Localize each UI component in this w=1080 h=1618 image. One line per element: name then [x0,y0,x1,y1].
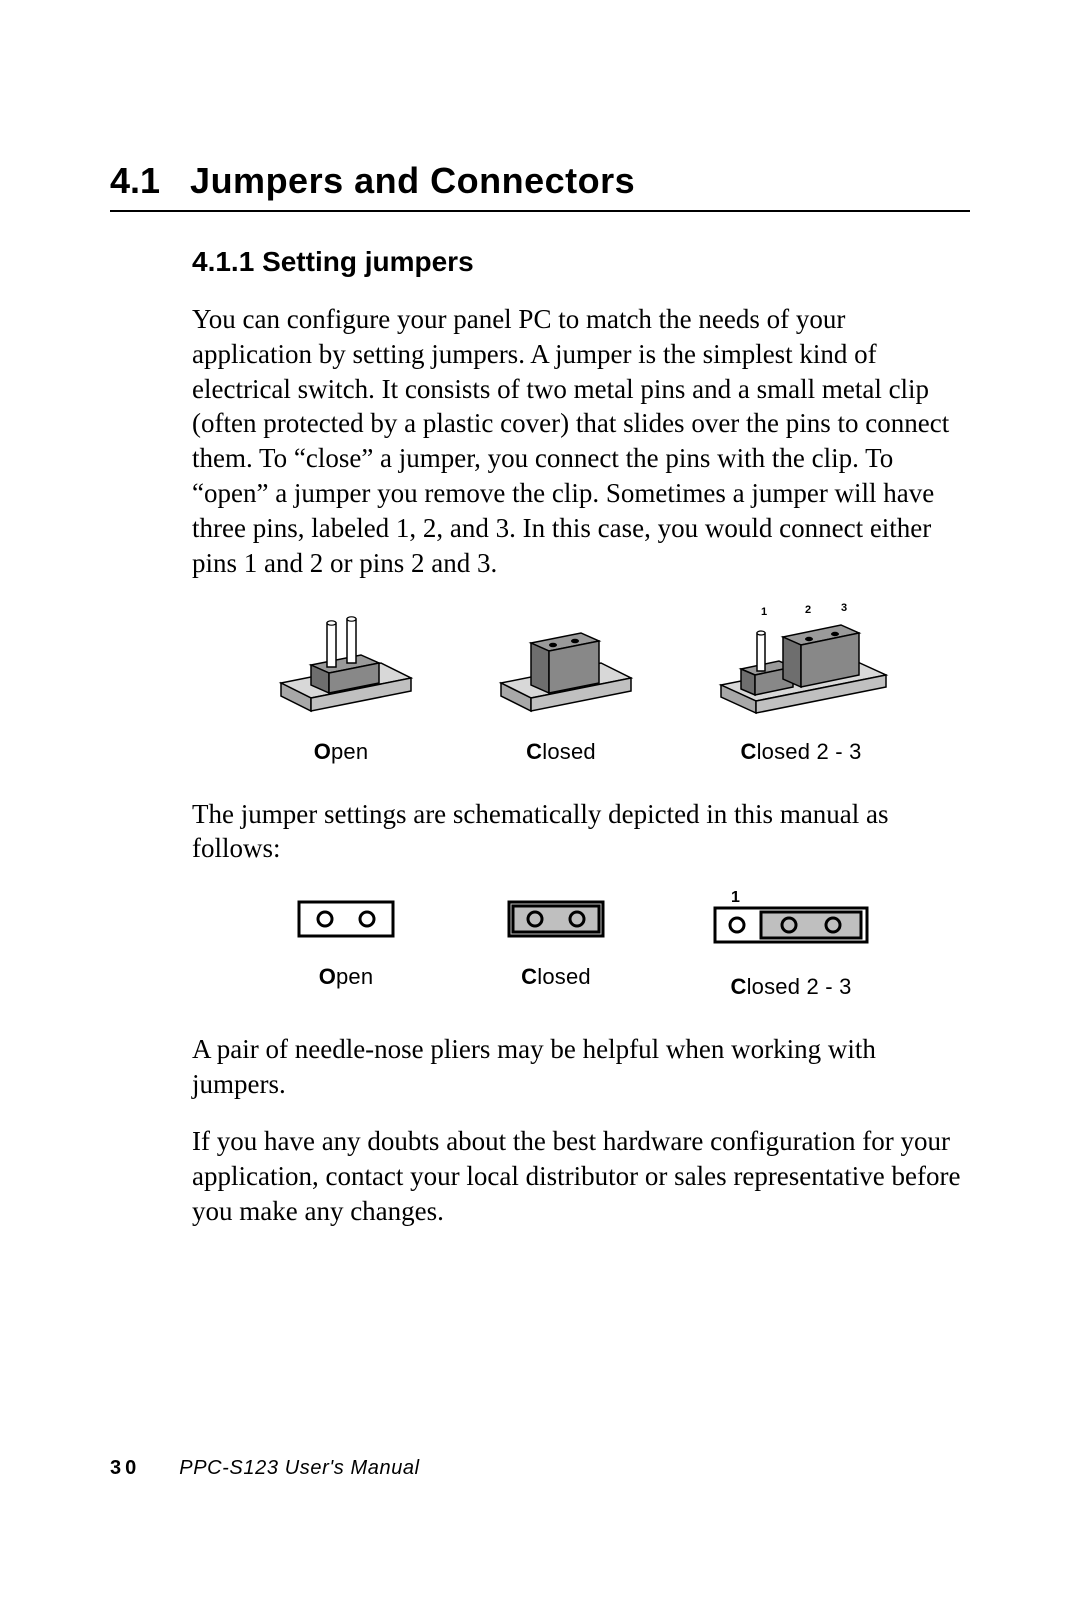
jumper-closed-schematic-svg [491,888,621,948]
figure-closed-schematic: Closed [491,888,621,1000]
figure-label-closed-sch: Closed [521,964,591,990]
jumper-open-iso-svg [261,603,421,723]
paragraph-3: A pair of needle-nose pliers may be help… [192,1032,970,1102]
jumper-open-schematic-svg [281,888,411,948]
figure-label-open-iso: Open [314,739,369,765]
figure-label-open-sch: Open [319,964,374,990]
subsection-title: Setting jumpers [262,246,474,277]
content-area: 4.1.1 Setting jumpers You can configure … [110,246,970,1228]
section-number: 4.1 [110,160,160,202]
page-number: 30 [110,1457,140,1479]
figure-open-schematic: Open [281,888,411,1000]
figure-closed23-schematic: 1 Closed 2 - 3 [701,888,881,1000]
pin-label-2: 2 [805,604,811,616]
jumper-closed23-schematic-svg: 1 [701,888,881,958]
figure-closed-iso: Closed [481,603,641,765]
subsection-number: 4.1.1 [192,246,254,277]
manual-name: PPC-S123 User's Manual [179,1457,419,1479]
pin-label-3: 3 [841,603,847,614]
pin-label-1: 1 [761,606,767,618]
jumper-closed23-iso-svg: 1 2 3 [701,603,901,723]
page-footer: 30 PPC-S123 User's Manual [110,1457,420,1480]
section-rule [110,210,970,212]
paragraph-2: The jumper settings are schematically de… [192,797,970,867]
page: 4.1 Jumpers and Connectors 4.1.1 Setting… [0,0,1080,1618]
figure-open-iso: Open [261,603,421,765]
section-title: Jumpers and Connectors [190,160,635,202]
schematic-pin-label-1: 1 [731,889,740,906]
section-heading-row: 4.1 Jumpers and Connectors [110,160,970,202]
figure-row-schematic: Open Closed 1 [192,888,970,1000]
figure-label-closed23-iso: Closed 2 - 3 [740,739,861,765]
jumper-closed-iso-svg [481,603,641,723]
paragraph-1: You can configure your panel PC to match… [192,302,970,581]
paragraph-4: If you have any doubts about the best ha… [192,1124,970,1228]
figure-label-closed-iso: Closed [526,739,596,765]
figure-label-closed23-sch: Closed 2 - 3 [730,974,851,1000]
figure-row-isometric: Open Closed [192,603,970,765]
subsection-heading: 4.1.1 Setting jumpers [192,246,970,278]
figure-closed23-iso: 1 2 3 Closed 2 - 3 [701,603,901,765]
